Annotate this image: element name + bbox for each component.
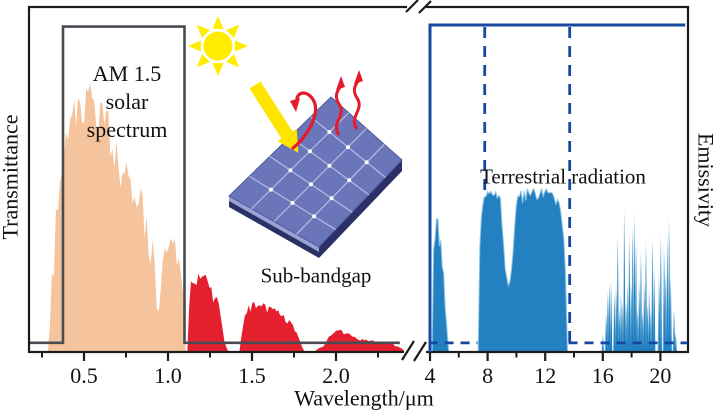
svg-text:1.5: 1.5 (238, 363, 266, 388)
y-axis-label-left: Transmittance (0, 114, 23, 240)
svg-text:8: 8 (482, 363, 493, 388)
solar-annotation-line1: AM 1.5 (92, 61, 162, 86)
sub-bandgap-annotation: Sub-bandgap (260, 263, 372, 288)
terrestrial-annotation: Terrestrial radiation (480, 164, 646, 189)
axis-break-marks (401, 0, 432, 362)
solar-spectrum-fill (47, 83, 186, 352)
solar-annotation-line3: spectrum (86, 117, 168, 142)
svg-text:12: 12 (534, 363, 556, 388)
svg-text:0.5: 0.5 (70, 363, 98, 388)
thermal-radiation-arrows-icon (334, 70, 363, 136)
plot-frame (27, 5, 690, 354)
solar-panel-icon (228, 96, 403, 258)
svg-text:20: 20 (649, 363, 671, 388)
y-axis-label-right: Emissivity (693, 132, 716, 228)
x-axis-label: Wavelength/μm (294, 385, 434, 411)
x-axis-tick-labels: 0.5 1.0 1.5 2.0 4 8 12 16 20 (70, 363, 671, 388)
solar-spectrum-annotation: AM 1.5 solar spectrum (87, 60, 168, 144)
terrestrial-radiation-fill (431, 187, 677, 353)
svg-text:16: 16 (592, 363, 614, 388)
reflected-light-arrow-icon (290, 91, 318, 151)
solar-annotation-line2: solar (105, 89, 149, 114)
svg-text:2.0: 2.0 (322, 363, 350, 388)
emissivity-window-outline (428, 23, 686, 352)
x-axis-ticks (41, 352, 662, 361)
transmittance-window-step-line (28, 25, 400, 345)
svg-text:1.0: 1.0 (154, 363, 182, 388)
sunlight-arrow-icon (249, 81, 299, 153)
sub-bandgap-fill (187, 273, 407, 352)
sun-icon (188, 16, 248, 76)
svg-text:4: 4 (425, 363, 436, 388)
